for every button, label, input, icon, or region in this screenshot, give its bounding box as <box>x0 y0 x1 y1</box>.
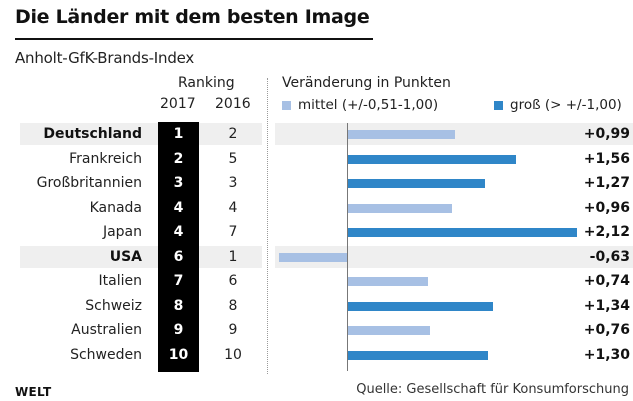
value-label: +1,27 <box>583 175 630 192</box>
rank-2017: 2 <box>173 150 184 167</box>
country-label: Frankreich <box>69 150 142 167</box>
legend-label-gross: groß (> +/-1,00) <box>510 97 622 113</box>
row-highlight-left <box>20 245 262 268</box>
value-label: +2,12 <box>583 224 630 241</box>
value-label: +0,96 <box>583 199 630 216</box>
rank-2017: 7 <box>173 273 184 290</box>
rank-2016: 4 <box>228 199 238 216</box>
rank-2016: 2 <box>228 126 238 142</box>
year-2017-header: 2017 <box>160 96 196 112</box>
change-header: Veränderung in Punkten <box>282 75 451 91</box>
legend-label-mittel: mittel (+/-0,51-1,00) <box>298 97 439 113</box>
value-label: +0,76 <box>583 322 630 339</box>
source-note: Quelle: Gesellschaft für Konsumforschung <box>356 382 629 397</box>
rank-2017: 9 <box>173 322 184 339</box>
rank-2017: 3 <box>173 175 184 192</box>
legend-item-mittel: mittel (+/-0,51-1,00) <box>282 97 438 113</box>
rank-2016: 1 <box>228 248 238 265</box>
rank-2017: 1 <box>173 126 184 142</box>
rank-2017: 4 <box>173 224 184 241</box>
title-rule <box>15 38 373 40</box>
rank-2017: 4 <box>173 199 184 216</box>
rank-2016: 3 <box>228 175 238 192</box>
country-label: USA <box>109 248 142 265</box>
country-label: Kanada <box>89 199 142 216</box>
country-label: Schweiz <box>85 297 142 314</box>
rank-2016: 10 <box>224 346 242 363</box>
ranking-header: Ranking <box>178 75 235 91</box>
country-label: Australien <box>71 322 142 339</box>
bar <box>348 350 489 360</box>
country-label: Japan <box>102 224 142 241</box>
rank-2017-column <box>158 122 199 372</box>
bar <box>348 154 517 164</box>
chart-title: Die Länder mit dem besten Image <box>15 6 370 28</box>
row-highlight-right <box>275 245 633 268</box>
value-label: +0,74 <box>583 273 630 290</box>
rank-2017: 6 <box>173 248 184 265</box>
country-label: Schweden <box>70 346 142 363</box>
bar <box>348 179 486 189</box>
bar <box>278 252 347 262</box>
legend-swatch-gross <box>494 100 503 110</box>
zero-axis <box>347 123 348 371</box>
country-label: Deutschland <box>43 126 142 142</box>
country-label: Italien <box>98 273 142 290</box>
value-label: +1,34 <box>583 297 630 314</box>
rank-2016: 7 <box>228 224 238 241</box>
welt-logo: WELT <box>15 385 52 399</box>
rank-2016: 9 <box>228 322 238 339</box>
bar <box>348 228 577 238</box>
rank-2016: 5 <box>228 150 238 167</box>
rank-2017: 8 <box>173 297 184 314</box>
year-2016-header: 2016 <box>215 96 251 112</box>
value-label: -0,63 <box>589 248 630 265</box>
rank-2017: 10 <box>168 346 189 363</box>
legend-item-gross: groß (> +/-1,00) <box>494 97 622 113</box>
value-label: +0,99 <box>583 126 630 142</box>
bar <box>348 203 452 213</box>
value-label: +1,56 <box>583 150 630 167</box>
value-label: +1,30 <box>583 346 630 363</box>
country-label: Großbritannien <box>36 175 142 192</box>
column-separator <box>267 78 268 374</box>
legend-swatch-mittel <box>282 100 291 110</box>
rank-2016: 6 <box>228 273 238 290</box>
bar <box>348 277 428 287</box>
row-highlight-left <box>20 123 262 145</box>
chart-subtitle: Anholt-GfK-Brands-Index <box>15 49 195 67</box>
bar <box>348 301 493 311</box>
bar <box>348 130 455 139</box>
rank-2016: 8 <box>228 297 238 314</box>
bar <box>348 326 431 336</box>
